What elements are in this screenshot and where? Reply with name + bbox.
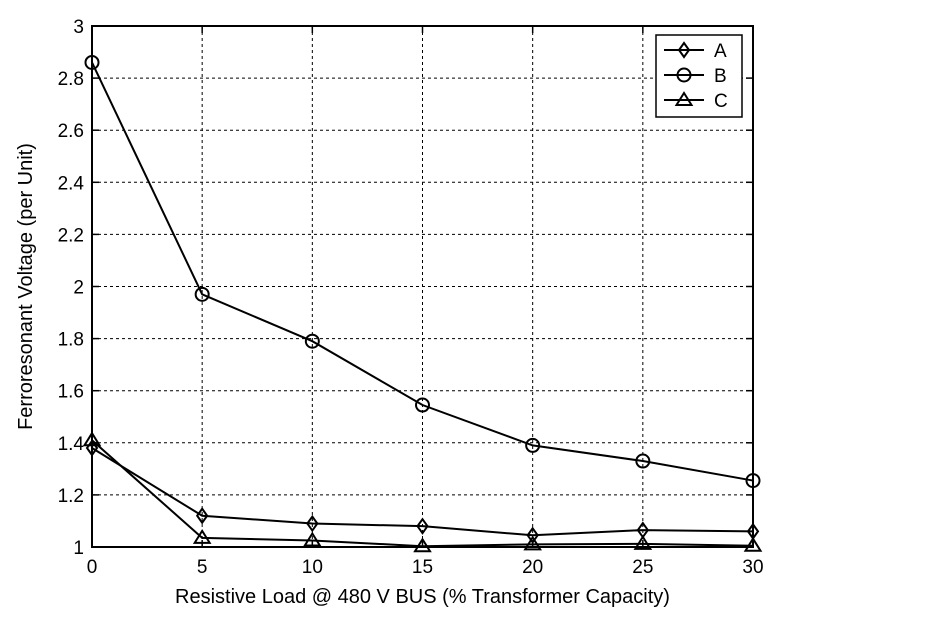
legend-item-c: C — [664, 91, 728, 112]
data-point-a — [195, 507, 209, 525]
data-point-c — [192, 528, 212, 544]
legend-triangle-icon — [674, 91, 694, 106]
y-tick-label: 3 — [73, 17, 84, 38]
x-tick-label: 20 — [522, 557, 543, 578]
series-a — [85, 439, 760, 544]
series-b — [84, 54, 761, 489]
series-line-c — [91, 439, 754, 548]
y-tick-label: 1 — [73, 538, 84, 559]
y-axis-label: Ferroresonant Voltage (per Unit) — [15, 143, 37, 430]
y-tick-label: 1.8 — [58, 330, 84, 351]
legend-diamond-icon — [677, 41, 691, 59]
axis-ticks: 0 5 10 15 20 25 30 1 1.2 1.4 1.6 1.8 2 2.2 2.4 2.6 2.8 3 — [58, 17, 764, 578]
x-tick-label: 10 — [302, 557, 323, 578]
data-point-b — [194, 286, 210, 302]
legend-circle-icon — [676, 67, 692, 83]
data-point-b — [525, 437, 541, 453]
series-line-a — [91, 447, 754, 537]
data-point-b — [84, 54, 100, 70]
data-point-c — [413, 537, 432, 553]
y-tick-label: 2.2 — [58, 225, 84, 246]
data-point-c — [82, 431, 102, 447]
y-tick-label: 2.4 — [58, 173, 85, 194]
data-point-a — [306, 514, 319, 533]
data-point-a — [526, 526, 539, 544]
data-point-c — [523, 535, 542, 551]
data-point-a — [416, 517, 429, 535]
x-tick-label: 25 — [632, 557, 653, 578]
legend-label: C — [714, 91, 728, 112]
y-tick-label: 2 — [73, 278, 84, 299]
x-tick-label: 30 — [742, 557, 763, 578]
data-point-c — [303, 531, 322, 547]
y-tick-label: 2.8 — [58, 69, 84, 90]
legend-item-a: A — [664, 41, 727, 62]
x-tick-label: 5 — [197, 557, 208, 578]
data-point-c — [743, 536, 763, 552]
legend-label: B — [714, 66, 727, 87]
y-tick-label: 2.6 — [58, 121, 84, 142]
data-point-b — [745, 473, 761, 489]
series-c — [82, 431, 763, 553]
x-axis-label: Resistive Load @ 480 V BUS (% Transforme… — [175, 586, 670, 608]
grid-lines — [92, 26, 753, 547]
series-line-b — [91, 62, 754, 482]
data-point-c — [633, 534, 653, 550]
x-tick-label: 0 — [87, 557, 98, 578]
y-tick-label: 1.4 — [58, 434, 85, 455]
legend: ABC — [655, 34, 743, 118]
y-tick-label: 1.2 — [58, 486, 84, 507]
data-point-b — [635, 453, 651, 469]
legend-label: A — [714, 41, 727, 62]
y-tick-label: 1.6 — [58, 382, 84, 403]
legend-item-b: B — [664, 66, 727, 87]
x-tick-label: 15 — [412, 557, 433, 578]
data-point-b — [415, 397, 430, 413]
data-point-b — [304, 333, 320, 349]
data-series — [82, 54, 763, 553]
